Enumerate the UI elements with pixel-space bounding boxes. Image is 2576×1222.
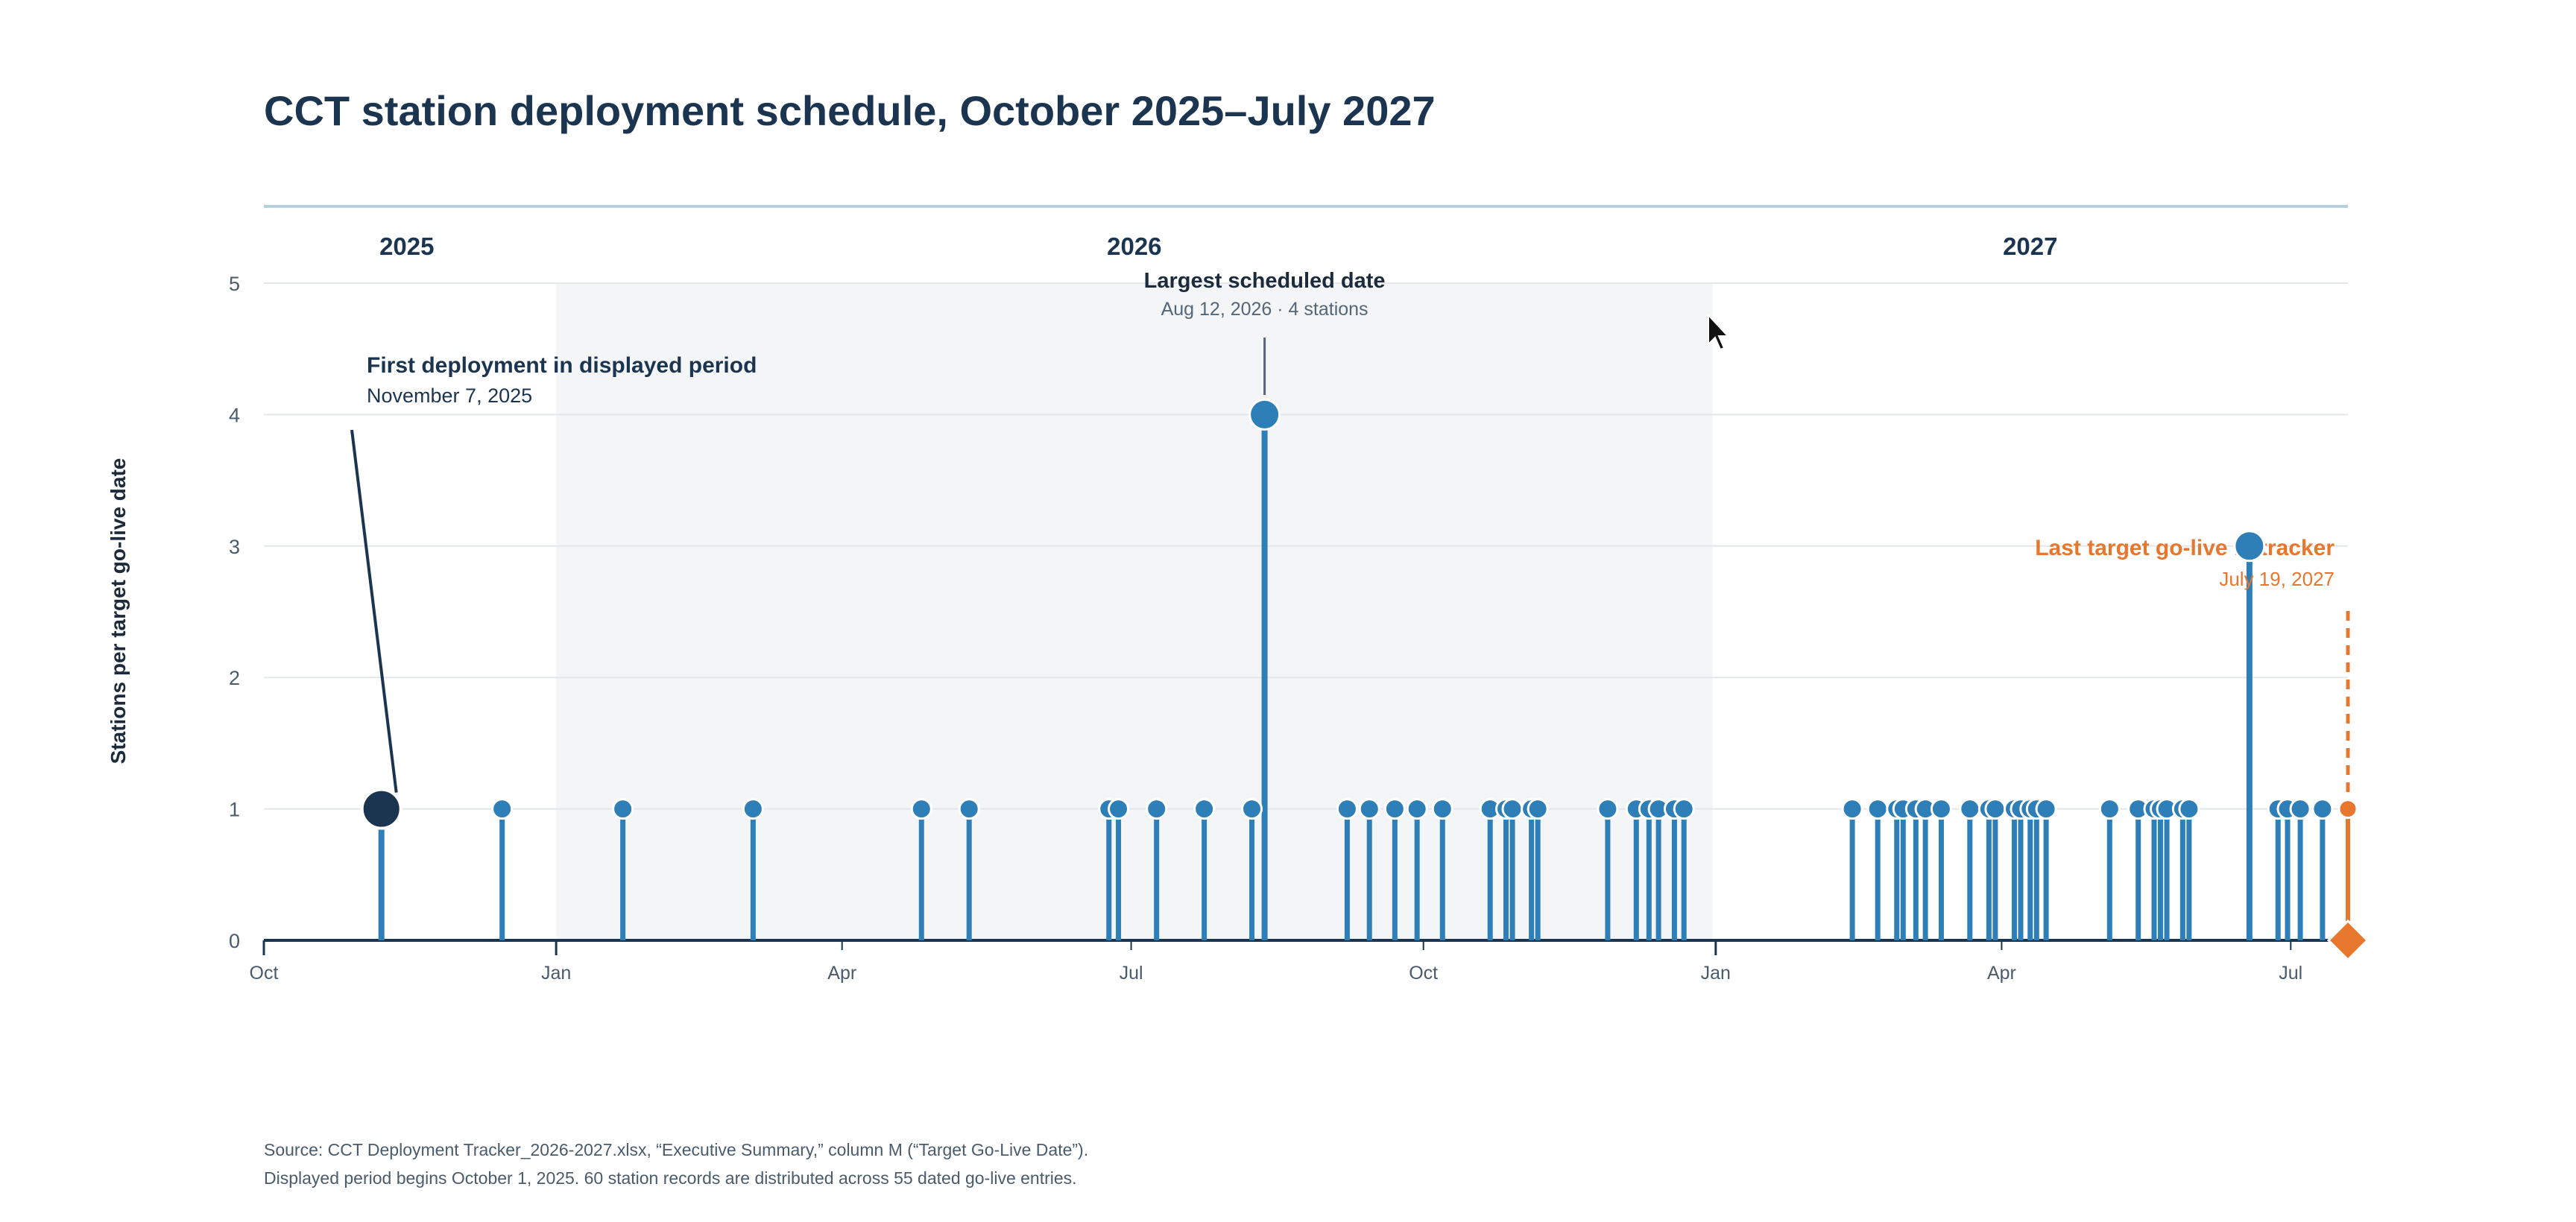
markers <box>360 398 2370 962</box>
x-tick-label: Oct <box>1409 963 1438 984</box>
dot <box>2311 798 2334 820</box>
dot <box>612 798 634 820</box>
dot <box>958 798 980 820</box>
dot <box>491 798 514 820</box>
x-tick-label: Apr <box>1987 963 2016 984</box>
dot <box>1383 798 1406 820</box>
annotations: First deployment in displayed period Nove… <box>350 269 2350 796</box>
dot <box>1984 798 2007 820</box>
y-tick-label: 5 <box>229 273 240 295</box>
y-axis-ticks: 0 1 2 3 4 5 <box>229 273 240 952</box>
y-tick-label: 1 <box>229 799 240 821</box>
dot <box>1866 798 1889 820</box>
peak-dot <box>2233 530 2266 563</box>
dot <box>1336 798 1358 820</box>
x-tick-label: Oct <box>250 963 279 984</box>
dot <box>1930 798 1952 820</box>
x-tick-label: Jan <box>541 963 571 984</box>
dot <box>1431 798 1453 820</box>
y-tick-label: 3 <box>229 536 240 558</box>
dot <box>2098 798 2121 820</box>
dot <box>1146 798 1168 820</box>
last-callout-date: July 19, 2027 <box>2219 568 2334 590</box>
x-tick-label: Jul <box>2279 963 2302 984</box>
year-header: 2025 2026 2027 <box>264 205 2348 260</box>
dot <box>1841 798 1863 820</box>
dot <box>2289 798 2311 820</box>
year-label: 2027 <box>2003 232 2057 260</box>
stems <box>378 414 2350 940</box>
year-label: 2025 <box>379 232 434 260</box>
dot <box>742 798 764 820</box>
x-tick-label: Jan <box>1701 963 1731 984</box>
last-diamond-marker <box>2326 919 2370 962</box>
y-tick-label: 0 <box>229 930 240 952</box>
dot <box>1193 798 1216 820</box>
x-axis-ticks: Oct Jan Apr Jul Oct Jan Apr Jul <box>250 939 2348 984</box>
peak-dot <box>1248 398 1281 431</box>
x-tick-label: Jul <box>1120 963 1143 984</box>
dot <box>1108 798 1130 820</box>
y-tick-label: 4 <box>229 404 240 426</box>
dot <box>1358 798 1380 820</box>
dot <box>1597 798 1619 820</box>
dot <box>1673 798 1695 820</box>
y-axis-label: Stations per target go-live date <box>107 458 130 764</box>
year-band-rect <box>556 283 1713 940</box>
mouse-cursor-icon <box>1708 313 1730 351</box>
dot <box>1241 798 1263 820</box>
x-tick-label: Apr <box>827 963 856 984</box>
first-callout-date: November 7, 2025 <box>367 384 532 407</box>
dot <box>1959 798 1981 820</box>
dot <box>2178 798 2200 820</box>
gridlines <box>264 282 2348 810</box>
y-tick-label: 2 <box>229 667 240 689</box>
chart-title: CCT station deployment schedule, October… <box>264 87 1436 134</box>
dot <box>1527 798 1549 820</box>
largest-callout-subtitle: Aug 12, 2026 · 4 stations <box>1161 299 1368 320</box>
last-dot <box>2337 799 2358 820</box>
period-note: Displayed period begins October 1, 2025.… <box>264 1168 1077 1188</box>
first-callout-line <box>350 429 398 793</box>
first-callout-title: First deployment in displayed period <box>367 353 757 378</box>
dot <box>2035 798 2057 820</box>
first-dot <box>360 788 402 830</box>
year-label: 2026 <box>1107 232 1161 260</box>
last-callout-title: Last target go-live in tracker <box>2035 536 2334 560</box>
source-note: Source: CCT Deployment Tracker_2026-2027… <box>264 1140 1088 1159</box>
largest-callout-title: Largest scheduled date <box>1144 269 1386 293</box>
year-2026-band <box>556 283 1713 940</box>
dot <box>1406 798 1428 820</box>
dot <box>1501 798 1524 820</box>
dot <box>910 798 932 820</box>
